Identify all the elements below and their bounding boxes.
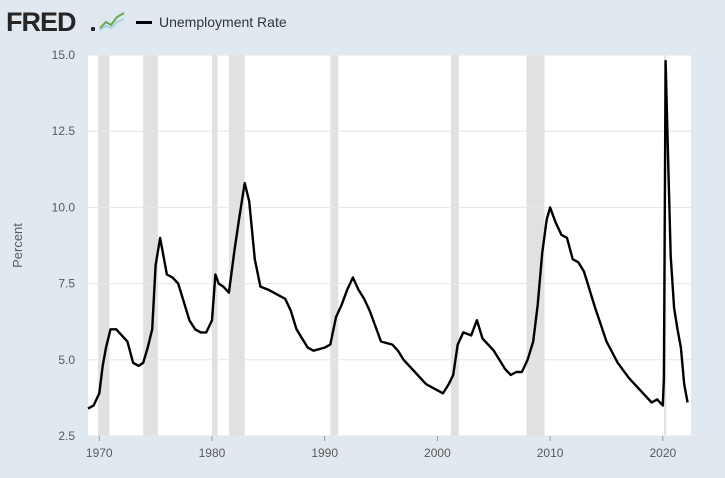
- y-axis-label: Percent: [10, 223, 25, 268]
- y-tick-label: 12.5: [52, 124, 76, 138]
- legend-swatch: [136, 20, 152, 24]
- legend: Unemployment Rate: [136, 12, 287, 32]
- recession-band: [450, 55, 459, 436]
- x-tick-label: 1990: [311, 446, 338, 460]
- recession-band: [330, 55, 339, 436]
- recession-band: [143, 55, 158, 436]
- y-tick-label: 2.5: [58, 429, 75, 443]
- x-tick-label: 1970: [86, 446, 113, 460]
- recession-band: [228, 55, 245, 436]
- fred-logo[interactable]: FRED: [6, 7, 76, 37]
- x-tick-label: 2010: [537, 446, 564, 460]
- y-tick-label: 10.0: [52, 200, 76, 214]
- y-axis-ticks: 2.5 5.0 7.5 10.0 12.5 15.0: [52, 48, 76, 443]
- y-tick-label: 5.0: [58, 353, 75, 367]
- recession-band: [526, 55, 545, 436]
- logo-dot-icon: [91, 27, 95, 31]
- x-tick-label: 2000: [424, 446, 451, 460]
- fred-graph-icon: [98, 10, 126, 32]
- x-tick-label: 2020: [649, 446, 676, 460]
- gridlines: [88, 54, 691, 437]
- plot-area: [88, 55, 691, 436]
- y-tick-label: 7.5: [58, 277, 75, 291]
- recession-band: [211, 55, 218, 436]
- x-tick-label: 1980: [199, 446, 226, 460]
- y-tick-label: 15.0: [52, 48, 76, 62]
- legend-label: Unemployment Rate: [159, 14, 287, 30]
- recession-band: [98, 55, 110, 436]
- recession-shading: [98, 55, 667, 436]
- x-axis-ticks: 1970 1980 1990 2000 2010 2020: [86, 436, 676, 460]
- header: FRED Unemployment Rate: [0, 0, 725, 44]
- series-line-unemployment-rate: [87, 59, 689, 410]
